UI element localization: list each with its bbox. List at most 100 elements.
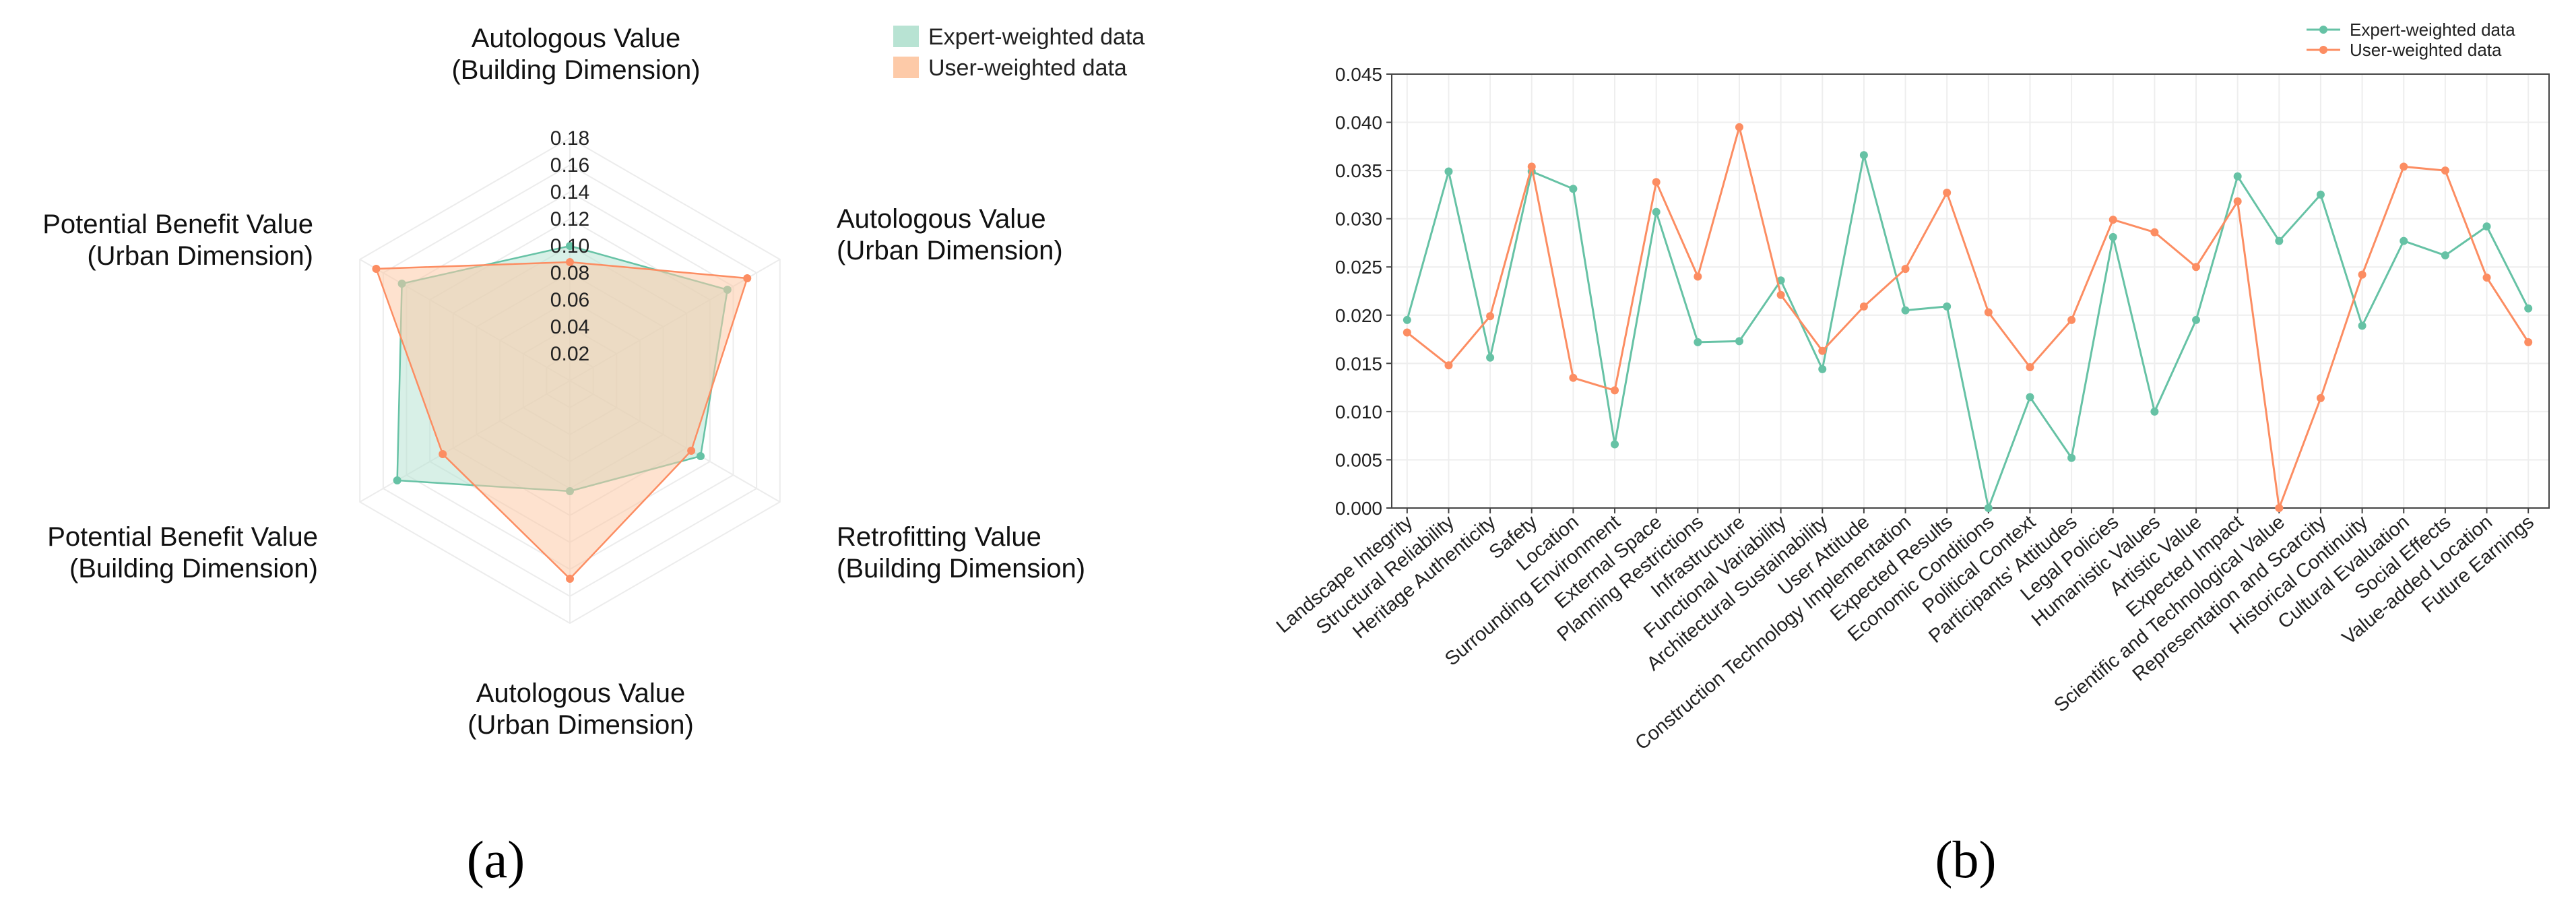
y-tick-label: 0.005 <box>1335 449 1382 470</box>
series-point-user <box>2108 216 2117 224</box>
series-point-expert <box>1901 306 1910 315</box>
radar-axis-label: Autologous Value <box>837 204 1046 234</box>
series-point-expert <box>1776 276 1785 285</box>
radar-tick-label: 0.02 <box>550 343 589 365</box>
radar-point-expert <box>566 242 574 250</box>
radar-tick-label: 0.18 <box>550 127 589 150</box>
y-tick-label: 0.040 <box>1335 113 1382 133</box>
series-point-expert <box>2108 232 2117 241</box>
radar-radial-ticks: 0.02 0.04 0.06 0.08 0.10 0.12 0.14 0.16 0.18 <box>550 127 589 365</box>
series-point-user <box>1984 308 1993 317</box>
y-tick-label: 0.015 <box>1335 353 1382 374</box>
line-chart: 0.000 0.005 0.010 0.015 0.020 0.025 0.030 0.035… <box>1273 20 2550 755</box>
series-point-user <box>2358 270 2366 279</box>
series-point-expert <box>2316 190 2325 199</box>
radar-axis-label: Potential Benefit Value <box>47 522 318 552</box>
series-point-user <box>2233 197 2242 205</box>
legend-marker-expert <box>2319 26 2327 34</box>
series-point-expert <box>1943 302 1952 311</box>
radar-point-expert <box>393 476 401 484</box>
series-point-user <box>2441 166 2449 175</box>
series-point-expert <box>2067 453 2076 462</box>
series-point-expert <box>1486 353 1495 362</box>
series-point-expert <box>2358 321 2366 330</box>
y-tick-label: 0.045 <box>1335 64 1382 85</box>
series-point-expert <box>1735 337 1743 346</box>
radar-axis-labels: Autologous Value(Building Dimension)Auto… <box>42 24 1085 740</box>
series-point-expert <box>1694 338 1702 346</box>
radar-chart: 0.02 0.04 0.06 0.08 0.10 0.12 0.14 0.16 0.18 Aut… <box>42 24 1145 740</box>
y-tick-label: 0.025 <box>1335 257 1382 278</box>
series-point-user <box>2400 162 2408 171</box>
series-point-expert <box>1984 504 1993 512</box>
panel-label-b: (b) <box>1935 830 1997 889</box>
series-point-expert <box>2482 222 2491 231</box>
legend-label-user: User-weighted data <box>2350 40 2502 60</box>
y-axis-ticks: 0.000 0.005 0.010 0.015 0.020 0.025 0.030 0.035… <box>1335 64 1392 519</box>
series-point-user <box>1694 272 1702 281</box>
series-point-user <box>2524 338 2533 346</box>
radar-axis-sublabel: (Building Dimension) <box>69 554 318 583</box>
radar-point-user <box>687 447 696 455</box>
radar-tick-label: 0.08 <box>550 262 589 284</box>
panel-label-a: (a) <box>467 830 525 889</box>
series-point-user <box>1611 386 1619 395</box>
series-point-expert <box>1818 365 1827 373</box>
legend-label-expert: Expert-weighted data <box>2350 20 2515 40</box>
series-point-expert <box>2441 251 2449 260</box>
series-point-user <box>1735 123 1743 131</box>
radar-axis-label: Retrofitting Value <box>837 522 1041 552</box>
series-point-user <box>2275 504 2284 512</box>
series-line-user <box>1406 123 2530 509</box>
radar-axis-sublabel: (Urban Dimension) <box>87 241 313 271</box>
series-point-user <box>1901 265 1910 274</box>
plot-frame <box>1391 73 2550 509</box>
series-point-expert <box>1403 315 1411 324</box>
series-point-expert <box>1652 208 1661 216</box>
line-series <box>1403 123 2533 512</box>
series-point-user <box>2482 273 2491 282</box>
legend-label-user: User-weighted data <box>928 55 1127 81</box>
radar-point-user <box>372 265 381 273</box>
series-point-user <box>1776 290 1785 299</box>
radar-axis-label: Autologous Value <box>476 678 686 708</box>
series-point-user <box>1527 162 1536 171</box>
series-point-user <box>1943 189 1952 197</box>
line-gridlines <box>1392 73 2549 509</box>
series-point-user <box>1486 312 1495 321</box>
series-point-expert <box>2150 407 2159 416</box>
series-point-expert <box>2524 304 2533 313</box>
series-point-user <box>1859 302 1868 311</box>
legend-marker-user <box>2319 46 2327 54</box>
y-tick-label: 0.020 <box>1335 305 1382 326</box>
y-tick-label: 0.030 <box>1335 209 1382 230</box>
y-tick-label: 0.000 <box>1335 498 1382 519</box>
series-point-expert <box>2233 172 2242 181</box>
y-tick-label: 0.010 <box>1335 402 1382 422</box>
series-point-user <box>1818 346 1827 355</box>
radar-tick-label: 0.04 <box>550 316 589 338</box>
radar-series <box>372 242 752 583</box>
radar-point-user <box>439 450 447 458</box>
radar-point-user <box>743 274 752 282</box>
radar-axis-sublabel: (Building Dimension) <box>451 55 700 85</box>
legend-label-expert: Expert-weighted data <box>928 24 1145 50</box>
series-point-user <box>2316 393 2325 402</box>
series-point-expert <box>2400 236 2408 245</box>
series-point-expert <box>1611 440 1619 449</box>
radar-tick-label: 0.14 <box>550 181 589 203</box>
series-point-user <box>2026 363 2034 372</box>
series-point-user <box>1444 361 1453 370</box>
line-legend: Expert-weighted data User-weighted data <box>2307 20 2515 60</box>
series-point-user <box>2192 263 2201 272</box>
series-point-user <box>1569 373 1578 382</box>
radar-axis-sublabel: (Urban Dimension) <box>468 710 694 740</box>
series-point-user <box>1652 178 1661 187</box>
radar-point-user <box>566 575 574 583</box>
radar-axis-label: Autologous Value <box>472 24 681 53</box>
legend-swatch-expert <box>893 26 919 47</box>
series-point-expert <box>1444 167 1453 176</box>
radar-axis-label: Potential Benefit Value <box>42 210 313 239</box>
